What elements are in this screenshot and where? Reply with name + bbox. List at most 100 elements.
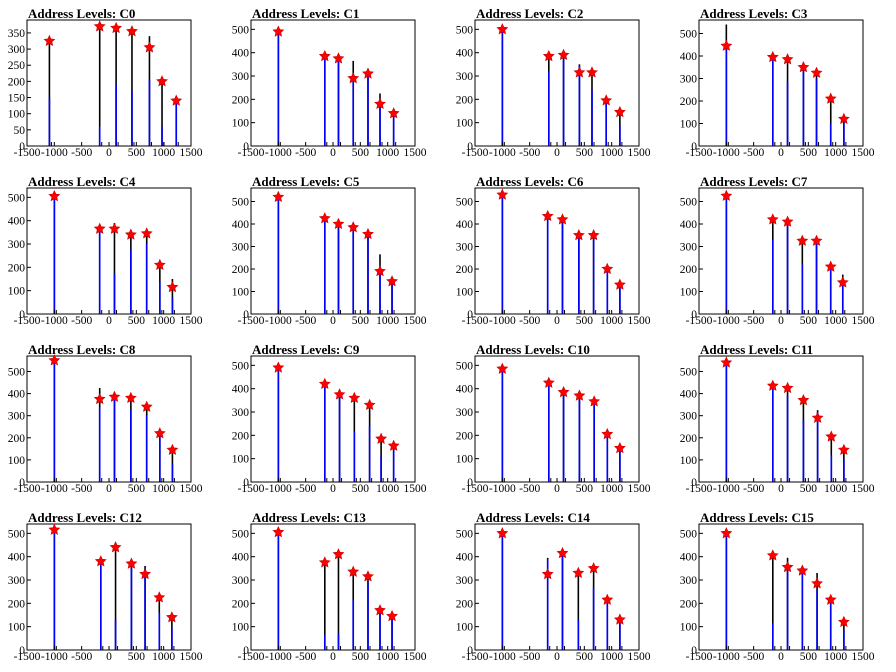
x-tick-label: 1000 (152, 651, 175, 663)
y-tick-label: 300 (680, 74, 698, 86)
plot-frame (250, 19, 416, 147)
x-tick-label: 500 (800, 315, 818, 327)
star-icon (48, 354, 61, 366)
star-icon (332, 52, 345, 64)
x-tick-label: 1000 (824, 651, 847, 663)
star-icon (825, 430, 838, 442)
x-tick-label: 500 (800, 147, 818, 159)
star-icon (796, 234, 809, 246)
chart-panel: Address Levels: C13 0 100 200 300 400 500 -1500… (224, 504, 448, 672)
star-icon (542, 49, 555, 62)
chart-title: Address Levels: C4 (28, 174, 136, 189)
x-tick-label: 500 (800, 483, 818, 495)
x-tick-label: 0 (106, 483, 112, 495)
star-icon (601, 262, 614, 275)
star-icon (43, 34, 56, 47)
chart-svg: Address Levels: C70100200300400500-1500-… (680, 174, 875, 327)
x-tick-label: 500 (576, 651, 594, 663)
star-icon (347, 221, 360, 233)
chart-panel: Address Levels: C2 0 100 200 300 400 500 -1500-… (448, 0, 672, 168)
y-tick-label: 500 (680, 528, 698, 540)
y-tick-label: 300 (232, 242, 250, 254)
chart-panel: Address Levels: C12 0 100 200 300 400 500 -1500… (0, 504, 224, 672)
y-tick-label: 100 (8, 109, 26, 121)
chart-panel: Address Levels: C0 0 50 100 150 200 250 300 350 -… (0, 0, 224, 168)
y-tick-label: 350 (8, 28, 26, 40)
y-tick-label: 0 (691, 645, 697, 657)
star-icon (496, 362, 509, 374)
x-tick-label: 500 (576, 483, 594, 495)
x-tick-label: -1000 (489, 147, 516, 159)
y-tick-label: 400 (456, 384, 474, 396)
star-icon (272, 190, 285, 203)
x-tick-label: -1500 (686, 147, 713, 159)
y-tick-label: 300 (680, 575, 698, 587)
plot-frame (698, 355, 864, 483)
x-tick-label: -500 (519, 651, 540, 663)
chart-title: Address Levels: C9 (252, 342, 360, 357)
star-icon (720, 39, 733, 51)
chart-panel: Address Levels: C3 0 100 200 300 400 500 -1500-… (672, 0, 896, 168)
x-tick-label: 1500 (180, 651, 203, 663)
x-tick-label: -500 (295, 483, 316, 495)
star-icon (601, 427, 614, 440)
chart-svg: Address Levels: C10100200300400500-1500-… (232, 6, 427, 159)
y-tick-label: 400 (456, 48, 474, 60)
x-tick-label: 1500 (628, 651, 651, 663)
star-icon (374, 265, 386, 277)
chart-panel: Address Levels: C6 0 100 200 300 400 500 -1500-… (448, 168, 672, 336)
star-icon (386, 275, 398, 287)
y-tick-label: 200 (232, 430, 250, 442)
y-tick-label: 500 (232, 528, 250, 540)
y-tick-label: 50 (14, 125, 26, 137)
chart-svg: Address Levels: C90100200300400500-1500-… (232, 342, 427, 495)
plot-frame (698, 187, 864, 315)
x-tick-label: 0 (106, 147, 112, 159)
y-tick-label: 200 (456, 264, 474, 276)
star-icon (348, 391, 361, 404)
y-tick-label: 400 (8, 216, 26, 228)
y-tick-label: 200 (456, 598, 474, 610)
star-icon (374, 604, 386, 616)
star-icon (387, 439, 400, 451)
y-tick-label: 100 (680, 455, 698, 467)
chart-panel: Address Levels: C5 0 100 200 300 400 500 -1500-… (224, 168, 448, 336)
chart-svg: Address Levels: C20100200300400500-1500-… (456, 6, 651, 159)
star-icon (170, 94, 183, 106)
y-tick-label: 500 (456, 24, 474, 36)
star-icon (153, 427, 166, 439)
star-icon (48, 523, 61, 535)
x-tick-label: -500 (743, 147, 764, 159)
plot-frame (474, 523, 640, 651)
y-tick-label: 0 (19, 477, 25, 489)
star-icon (613, 441, 626, 454)
y-tick-label: 200 (232, 264, 250, 276)
y-tick-label: 500 (8, 366, 26, 378)
chart-svg: Address Levels: C14 0 100 200 300 400 500 -1500… (456, 510, 651, 663)
star-icon (797, 393, 810, 406)
x-tick-label: 1500 (180, 147, 203, 159)
x-tick-label: -500 (519, 483, 540, 495)
x-tick-label: -500 (519, 147, 540, 159)
chart-title: Address Levels: C10 (476, 342, 590, 357)
star-icon (140, 227, 153, 239)
x-tick-label: 1500 (180, 315, 203, 327)
x-tick-label: 1500 (628, 315, 651, 327)
y-tick-label: 500 (456, 360, 474, 372)
y-tick-label: 500 (456, 528, 474, 540)
star-icon (153, 591, 166, 603)
star-icon (362, 570, 374, 582)
y-tick-label: 200 (680, 96, 698, 108)
y-tick-label: 200 (8, 76, 26, 88)
y-tick-label: 300 (456, 575, 474, 587)
x-tick-label: 1500 (404, 483, 427, 495)
x-tick-label: -500 (743, 315, 764, 327)
x-tick-label: 500 (128, 483, 146, 495)
star-icon (139, 567, 152, 580)
plot-frame (250, 355, 416, 483)
x-tick-label: -1500 (462, 651, 489, 663)
star-icon (613, 278, 626, 290)
y-tick-label: 100 (232, 622, 250, 634)
y-tick-label: 200 (456, 94, 474, 106)
x-tick-label: 500 (128, 651, 146, 663)
